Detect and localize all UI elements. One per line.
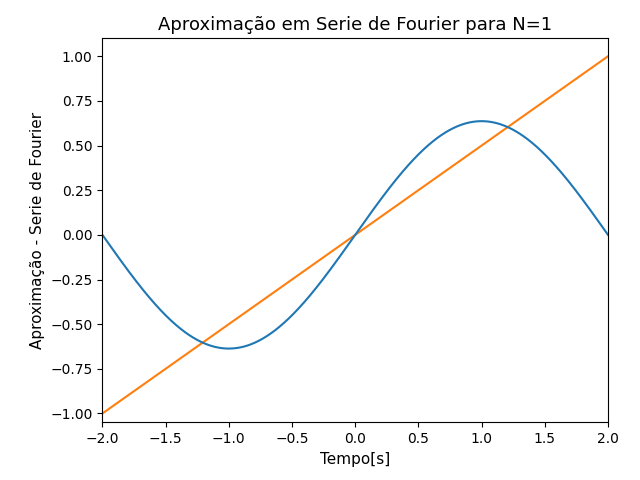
X-axis label: Tempo[s]: Tempo[s] (320, 452, 390, 467)
Title: Aproximação em Serie de Fourier para N=1: Aproximação em Serie de Fourier para N=1 (158, 16, 552, 34)
Y-axis label: Aproximação - Serie de Fourier: Aproximação - Serie de Fourier (29, 112, 45, 349)
